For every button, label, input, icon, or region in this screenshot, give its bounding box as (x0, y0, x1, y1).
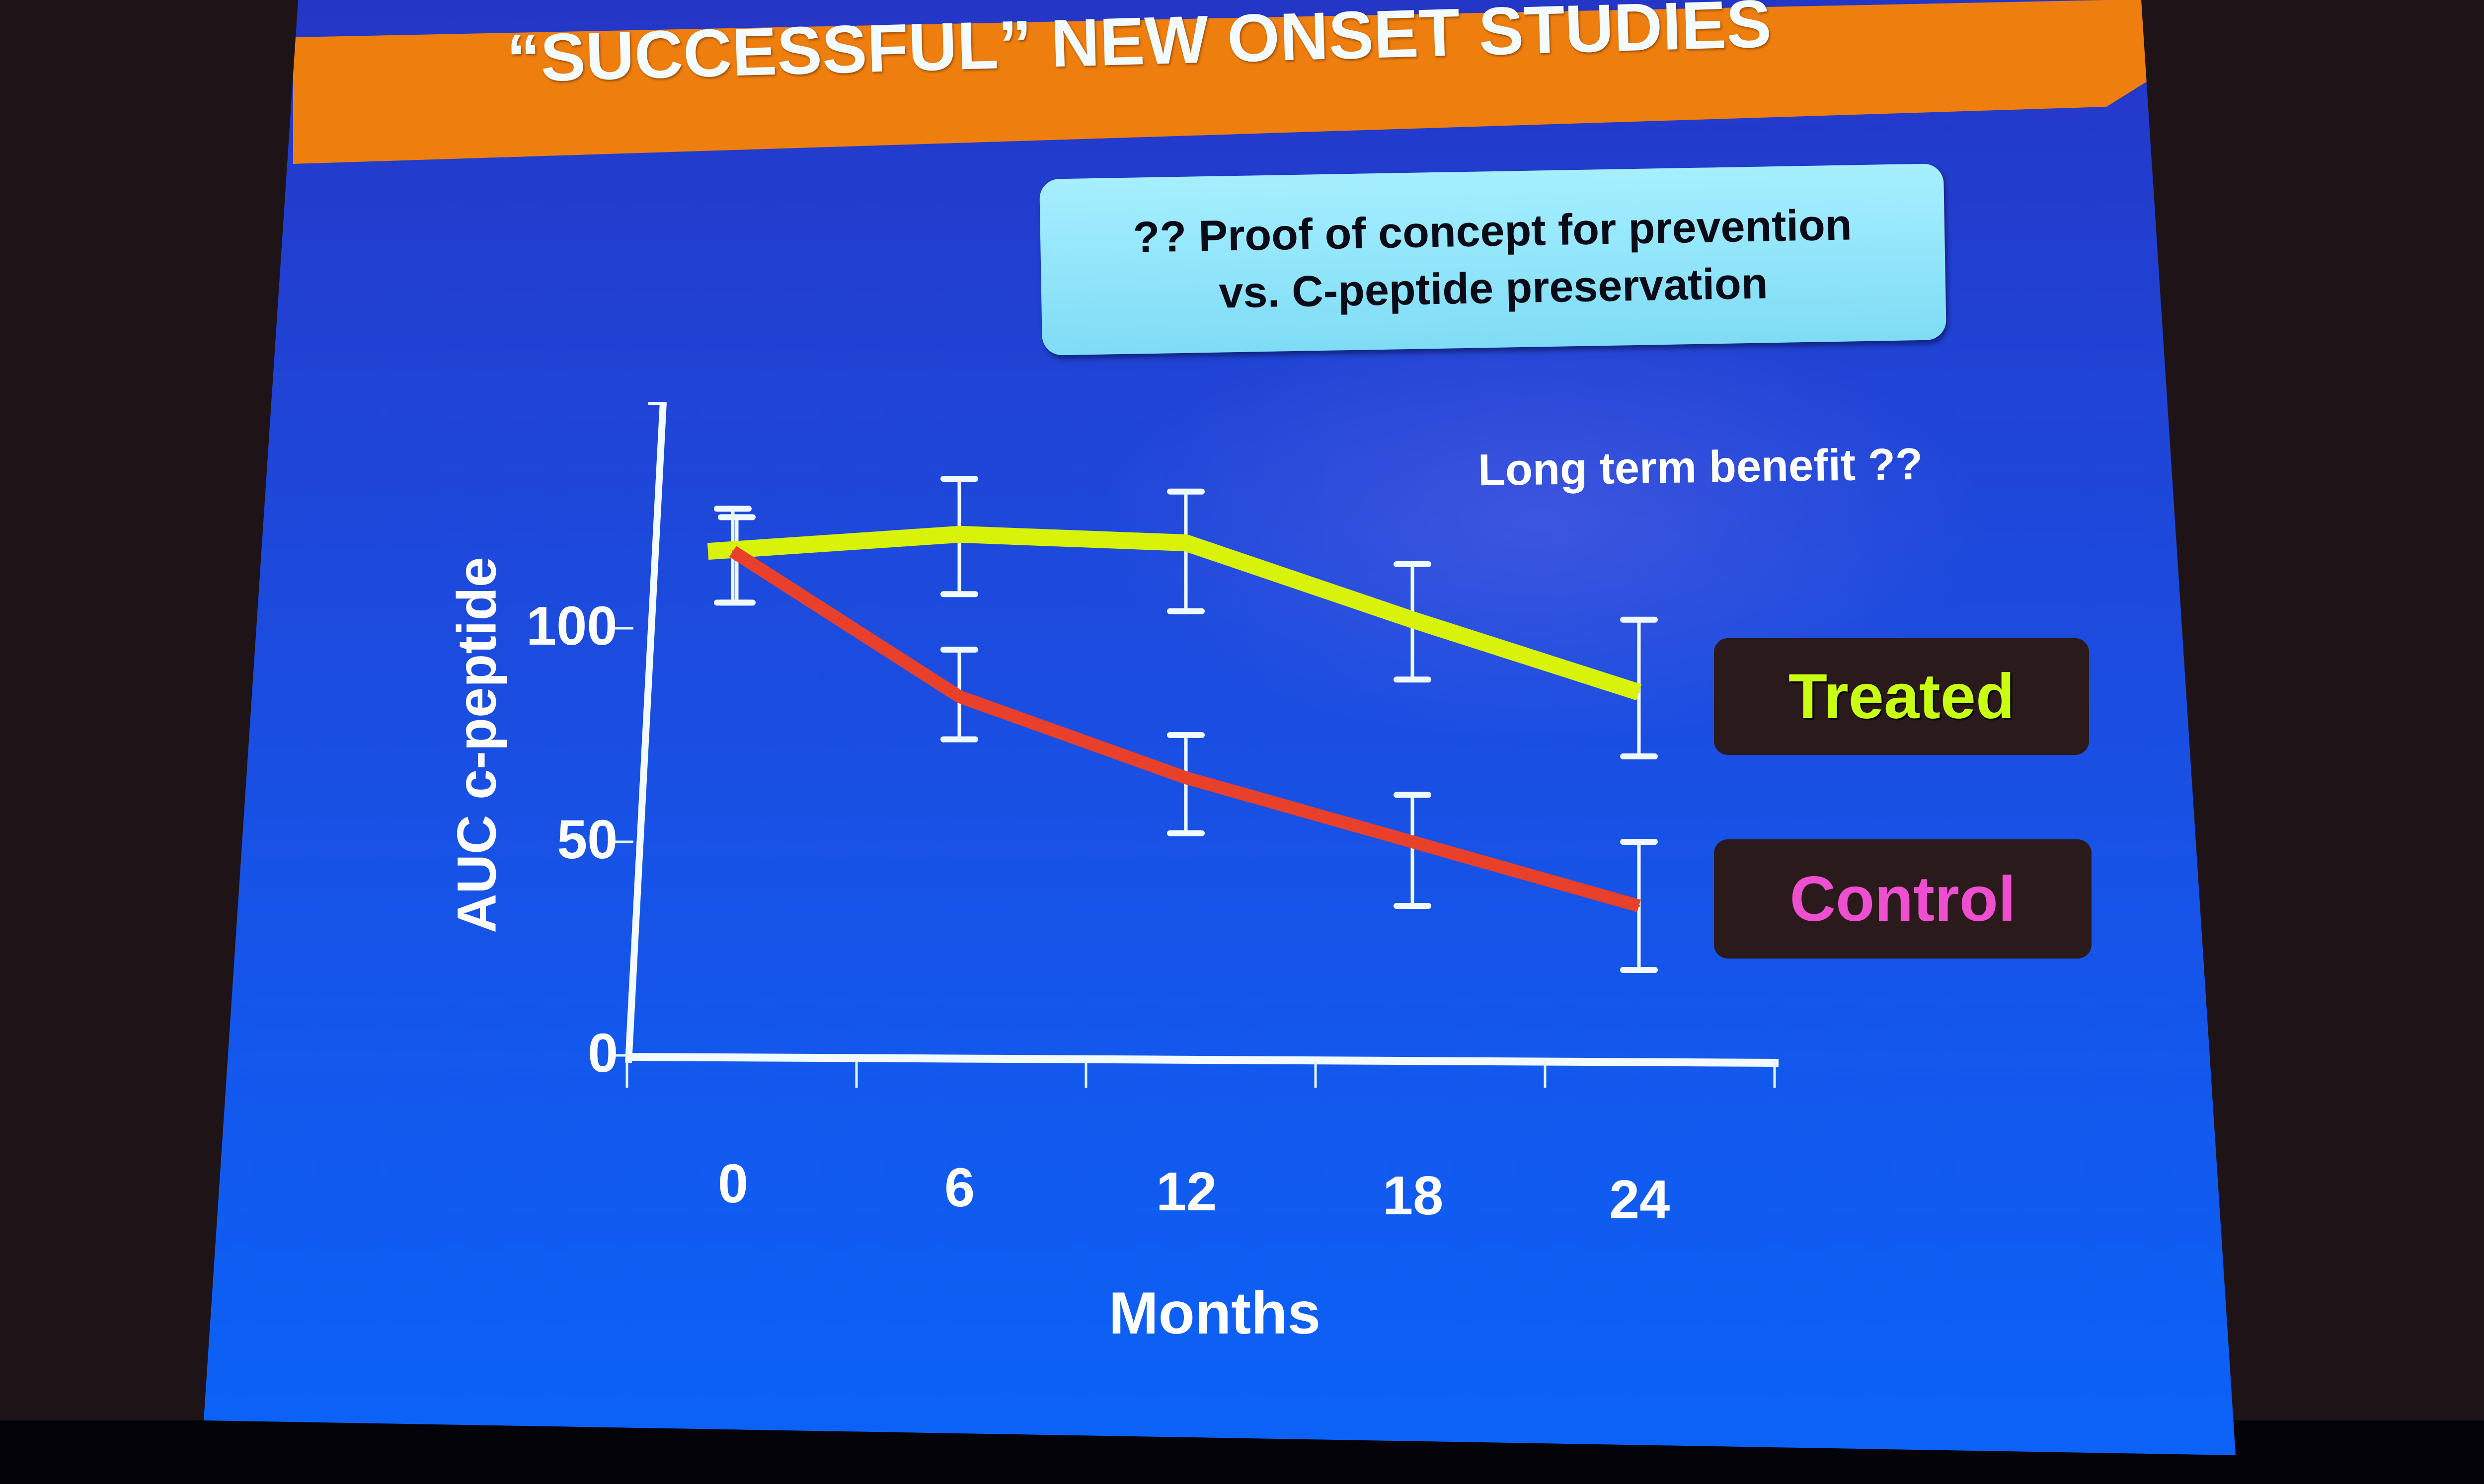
data-point-control (1638, 905, 1640, 907)
data-point-control (732, 550, 734, 553)
x-tick-label: 0 (718, 1153, 749, 1214)
x-axis-line (626, 1053, 1779, 1067)
data-point-control (958, 695, 960, 698)
y-tick-label: 50 (557, 809, 618, 870)
x-axis-label: Months (1108, 1280, 1321, 1346)
y-tick-label: 100 (526, 595, 618, 657)
data-point-treated (1185, 542, 1187, 544)
data-point-treated (1638, 691, 1640, 693)
data-point-treated (1411, 618, 1413, 621)
y-axis-line (625, 402, 667, 1063)
x-tick-label: 12 (1156, 1161, 1217, 1222)
series-lines (707, 525, 1642, 912)
legend-control: Control (1714, 839, 2092, 959)
x-tick-label: 18 (1383, 1165, 1444, 1226)
error-bars (714, 476, 1658, 973)
data-point-control (1185, 777, 1187, 779)
x-tick-label: 24 (1609, 1169, 1670, 1230)
x-tick-label: 6 (944, 1157, 975, 1218)
legend-treated: Treated (1714, 638, 2089, 755)
chart-axes (611, 402, 1779, 1088)
data-point-treated (958, 533, 960, 535)
data-point-control (1411, 841, 1413, 843)
legend-control-label: Control (1789, 863, 2016, 935)
error-bar-control (1394, 792, 1431, 909)
y-axis-label: AUC c-peptide (446, 557, 508, 933)
legend-treated-label: Treated (1788, 661, 2015, 732)
y-tick-label: 0 (588, 1023, 619, 1084)
